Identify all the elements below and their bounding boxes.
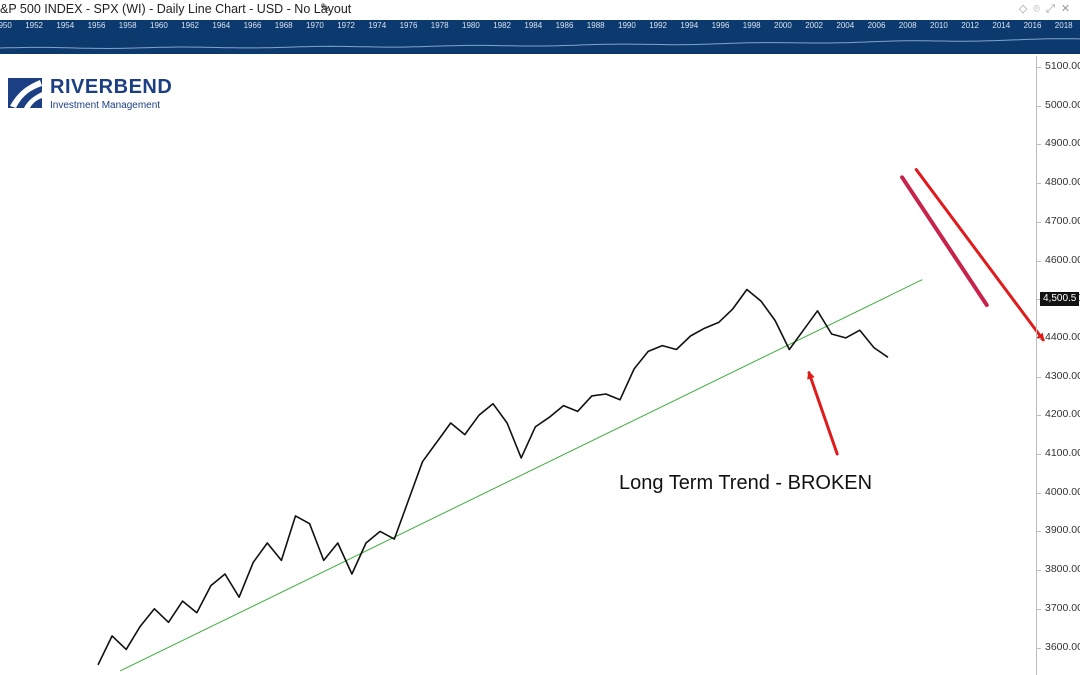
y-tick-mark (1036, 299, 1041, 301)
edit-icon[interactable]: ✎ (320, 1, 331, 15)
timeline-year-label: 1960 (150, 21, 168, 30)
y-tick-mark (1036, 183, 1041, 185)
y-tick-mark (1036, 570, 1041, 572)
y-tick-label: 4900.00 (1045, 137, 1080, 150)
timeline-year-label: 1966 (243, 21, 262, 30)
timeline-year-label: 1972 (337, 21, 355, 30)
timeline-year-label: 2016 (1023, 21, 1042, 30)
timeline-year-label: 2010 (930, 21, 948, 30)
last-price-badge: 4,500.5 (1040, 292, 1080, 306)
y-tick-label: 4200.00 (1045, 408, 1080, 421)
y-tick-label: 4600.00 (1045, 253, 1080, 266)
downtrend-arrow (914, 168, 1045, 342)
y-tick-mark (1036, 454, 1041, 455)
timeline-year-label: 2000 (774, 21, 792, 30)
timeline-year-label: 1974 (368, 21, 387, 30)
timeline-year-label: 2008 (898, 21, 917, 30)
y-tick-label: 4000.00 (1045, 485, 1080, 498)
y-tick-mark (1036, 376, 1041, 378)
y-tick-mark (1036, 608, 1041, 610)
timeline-year-label: 2018 (1054, 21, 1073, 30)
timeline-year-label: 1954 (56, 21, 75, 30)
spx-price-line (97, 288, 889, 666)
timeline-navigator[interactable]: 1950 1952 1954 1956 1958 1960 1962 1964 1966 1968… (0, 20, 1080, 54)
timeline-year-label: 1962 (181, 21, 199, 30)
y-tick-label: 3900.00 (1045, 524, 1080, 537)
timeline-year-label: 1988 (586, 21, 605, 30)
y-tick-label: 4700.00 (1045, 214, 1080, 227)
timeline-year-label: 1950 (0, 21, 12, 30)
y-tick-mark (1036, 531, 1041, 533)
y-axis-line (1036, 56, 1037, 675)
timeline-year-label: 1956 (87, 21, 106, 30)
timeline-year-label: 1990 (618, 21, 636, 30)
y-tick-mark (1036, 144, 1041, 146)
chart-title: &P 500 INDEX - SPX (WI) - Daily Line Cha… (0, 2, 352, 16)
window-controls: ◇⌾⤢✕ (1019, 2, 1076, 16)
y-tick-label: 4400.00 (1045, 330, 1080, 343)
riverbend-logo-mark (8, 78, 42, 108)
timeline-year-label: 1980 (462, 21, 480, 30)
timeline-year-label: 1984 (524, 21, 543, 30)
y-tick-label: 4300.00 (1045, 369, 1080, 382)
timeline-year-label: 1998 (742, 21, 761, 30)
y-tick-mark (1036, 337, 1041, 339)
timeline-year-label: 1958 (118, 21, 137, 30)
timeline-year-label: 2012 (961, 21, 979, 30)
timeline-year-label: 1970 (306, 21, 324, 30)
y-tick-label: 4800.00 (1045, 176, 1080, 189)
y-tick-mark (1036, 492, 1041, 494)
timeline-year-label: 1996 (711, 21, 730, 30)
timeline-year-label: 1992 (649, 21, 667, 30)
timeline-overview-line (0, 38, 1080, 50)
timeline-year-label: 1952 (25, 21, 43, 30)
timeline-year-label: 2006 (867, 21, 886, 30)
y-tick-mark (1036, 415, 1041, 417)
pin-icon[interactable]: ⌾ (1033, 3, 1046, 15)
y-tick-mark (1036, 260, 1041, 262)
chart-title-bar: &P 500 INDEX - SPX (WI) - Daily Line Cha… (0, 0, 1080, 21)
y-tick-label: 3800.00 (1045, 563, 1080, 576)
timeline-year-label: 1968 (274, 21, 293, 30)
riverbend-logo: RIVERBEND Investment Management (6, 70, 176, 114)
timeline-year-label: 1994 (680, 21, 699, 30)
y-tick-label: 3700.00 (1045, 601, 1080, 614)
trend-break-arrow (807, 370, 839, 456)
y-tick-label: 5100.00 (1045, 60, 1080, 72)
y-tick-mark (1036, 221, 1041, 223)
logo-subtitle: Investment Management (50, 100, 161, 111)
resistance-line (900, 175, 989, 308)
timeline-year-label: 1986 (555, 21, 574, 30)
y-tick-mark (1036, 647, 1041, 649)
timeline-year-label: 2004 (836, 21, 855, 30)
logo-name: RIVERBEND (50, 76, 173, 98)
long-term-trend-line (120, 279, 923, 672)
timeline-year-label: 1964 (212, 21, 231, 30)
timeline-year-label: 2014 (992, 21, 1011, 30)
diamond-icon[interactable]: ◇ (1018, 3, 1034, 15)
timeline-year-labels: 1950 1952 1954 1956 1958 1960 1962 1964 1966 1968… (0, 20, 1080, 32)
y-tick-label: 3600.00 (1045, 640, 1080, 653)
timeline-year-label: 1976 (399, 21, 418, 30)
y-tick-label: 5000.00 (1045, 98, 1080, 111)
maximize-icon[interactable]: ⤢ (1045, 3, 1061, 15)
y-tick-mark (1036, 105, 1041, 107)
timeline-year-label: 2002 (805, 21, 823, 30)
close-icon[interactable]: ✕ (1060, 3, 1076, 15)
y-tick-mark (1036, 67, 1041, 68)
trend-annotation: Long Term Trend - BROKEN (619, 472, 873, 494)
timeline-year-label: 1978 (430, 21, 449, 30)
y-tick-label: 4100.00 (1045, 447, 1080, 459)
timeline-year-label: 1982 (493, 21, 511, 30)
